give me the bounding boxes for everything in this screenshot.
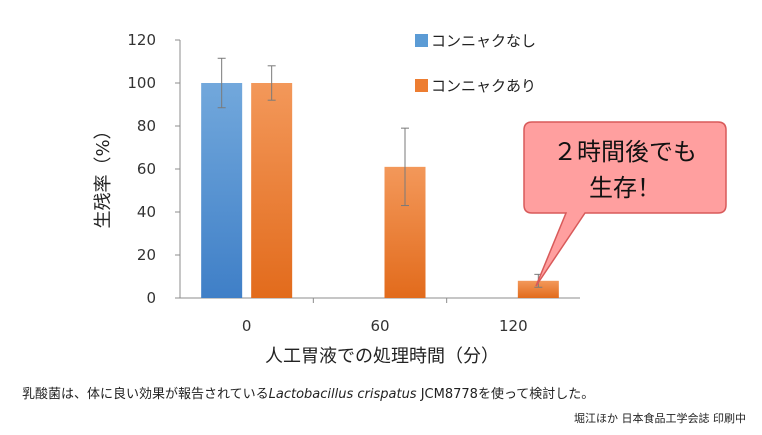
x-axis: 0 60 120	[180, 297, 580, 335]
y-tick-label: 60	[137, 160, 156, 178]
y-tick-label: 0	[146, 289, 156, 307]
legend-label: コンニャクあり	[431, 77, 536, 95]
y-tick-label: 120	[127, 31, 156, 49]
x-tick-label: 60	[370, 317, 389, 335]
caption: 乳酸菌は、体に良い効果が報告されているLactobacillus crispat…	[22, 383, 594, 402]
error-bars	[217, 57, 543, 288]
y-axis-label: 生残率（%）	[93, 121, 114, 228]
x-tick-label: 0	[242, 317, 252, 335]
caption-species: Lactobacillus crispatus	[268, 387, 417, 402]
x-tick-label: 120	[499, 317, 528, 335]
bar	[201, 83, 243, 298]
credit: 堀江ほか 日本食品工学会誌 印刷中	[574, 412, 746, 425]
y-tick-label: 100	[127, 74, 156, 92]
callout-line-1: ２時間後でも	[553, 138, 697, 166]
y-axis: 120 100 80 60 40 20 0	[127, 31, 181, 307]
y-tick-label: 80	[137, 117, 156, 135]
legend-swatch	[415, 34, 428, 47]
callout-bubble	[523, 121, 727, 287]
caption-suffix: JCM8778を使って検討した。	[416, 387, 595, 402]
x-axis-label: 人工胃液での処理時間（分）	[265, 346, 499, 367]
bar	[251, 83, 293, 298]
legend-label: コンニャクなし	[431, 32, 536, 50]
bar	[517, 280, 559, 298]
bars	[201, 83, 559, 298]
y-tick-label: 40	[137, 203, 156, 221]
callout: ２時間後でも 生存！	[523, 121, 727, 287]
legend-swatch	[415, 79, 428, 92]
callout-line-2: 生存！	[589, 174, 661, 202]
y-tick-label: 20	[137, 246, 156, 264]
caption-prefix: 乳酸菌は、体に良い効果が報告されている	[22, 387, 269, 402]
